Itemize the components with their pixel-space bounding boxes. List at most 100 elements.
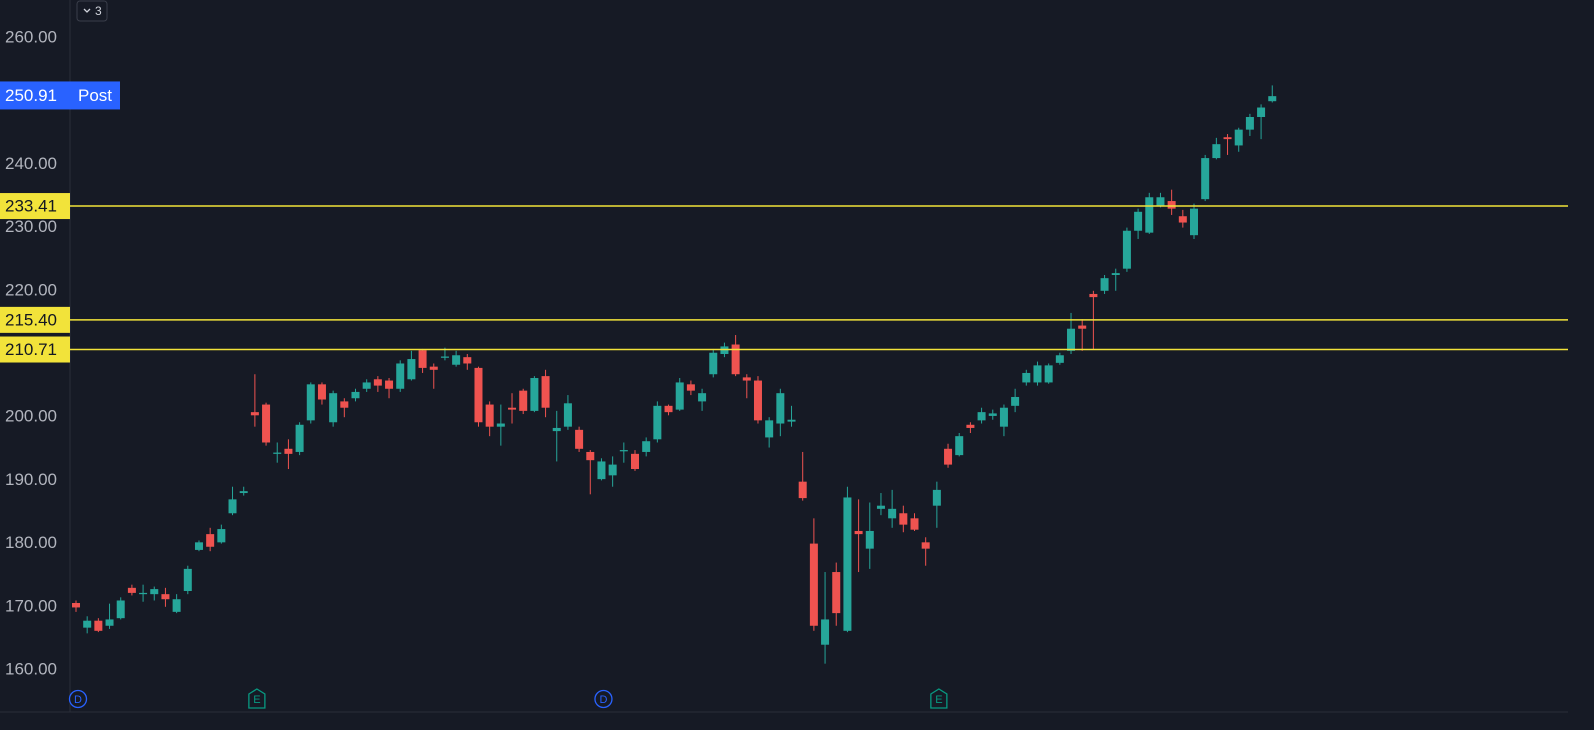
y-tick-label: 170.00 — [5, 596, 57, 615]
candle-body — [1156, 197, 1165, 206]
interval-badge[interactable]: 3 — [76, 0, 108, 22]
candle-body — [586, 451, 595, 461]
candle-body — [1055, 355, 1064, 363]
event-marker[interactable]: D — [68, 689, 88, 709]
candle-body — [396, 363, 405, 389]
candle-body — [94, 620, 103, 631]
candle-body — [1022, 372, 1031, 383]
candle-body — [832, 572, 841, 614]
candle-body — [798, 481, 807, 499]
y-tick-label: 180.00 — [5, 533, 57, 552]
badge-label[interactable]: 3 — [95, 4, 102, 18]
candle-body — [127, 587, 136, 593]
candle-body — [183, 568, 192, 591]
candle-body — [105, 619, 114, 626]
candle-body — [731, 344, 740, 375]
candle-body — [753, 380, 762, 421]
candle-body — [150, 589, 159, 595]
candle-body — [228, 499, 237, 514]
session-label: Post — [78, 86, 112, 105]
candle-body — [273, 452, 282, 454]
candle-body — [910, 518, 919, 530]
event-label: E — [935, 694, 942, 706]
candle-body — [1044, 365, 1053, 383]
candle-body — [1089, 293, 1098, 298]
y-tick-label: 260.00 — [5, 27, 57, 46]
chevron[interactable] — [83, 8, 91, 13]
level-label: 210.71 — [5, 340, 57, 359]
candle-body — [821, 619, 830, 645]
candle-body — [329, 393, 338, 423]
candle-body — [1145, 197, 1154, 233]
candle-body — [250, 412, 259, 416]
y-tick-label: 190.00 — [5, 470, 57, 489]
candle-body — [888, 508, 897, 519]
candle-body — [999, 407, 1008, 427]
candle-body — [1257, 107, 1266, 117]
last-price-tag — [0, 81, 70, 110]
candle-body — [865, 530, 874, 549]
candle-body — [351, 391, 360, 399]
event-shape — [68, 689, 88, 709]
event-shape — [594, 689, 613, 709]
candle-body — [709, 352, 718, 375]
candle-body — [653, 405, 662, 440]
candle-body — [474, 367, 483, 423]
candle-body — [631, 453, 639, 470]
event-label: E — [253, 694, 260, 706]
event-shape — [248, 688, 266, 709]
candle-body — [854, 530, 863, 535]
candle-body — [284, 448, 293, 454]
candle-body — [340, 401, 349, 408]
candle-body — [686, 384, 695, 391]
candle-body — [787, 419, 796, 422]
y-tick-label: 160.00 — [5, 659, 57, 678]
candle-body — [1268, 96, 1277, 102]
candle-body — [373, 379, 382, 386]
candle-body — [977, 412, 986, 421]
session-tag — [70, 81, 120, 110]
level-tag — [0, 306, 70, 333]
candle-body — [742, 377, 751, 381]
event-shape — [930, 688, 948, 709]
candle-body — [530, 378, 539, 411]
candle-body — [217, 529, 226, 543]
candle-body — [675, 382, 684, 410]
candle-body — [72, 603, 80, 608]
candle-body — [485, 404, 494, 427]
candle-body — [1178, 216, 1187, 223]
candle-body — [1167, 201, 1176, 209]
candle-body — [262, 404, 271, 443]
event-marker[interactable]: E — [248, 688, 266, 709]
level-tag — [0, 336, 70, 363]
candle-body — [83, 620, 92, 628]
event-marker[interactable]: D — [594, 689, 613, 709]
candle-body — [1190, 208, 1198, 236]
level-label: 215.40 — [5, 310, 57, 329]
level-label: 233.41 — [5, 197, 57, 216]
candle-body — [452, 355, 461, 365]
candle-body — [619, 450, 628, 452]
y-tick-label: 220.00 — [5, 280, 57, 299]
candle-body — [418, 350, 427, 368]
candle-body — [932, 489, 941, 506]
candle-body — [698, 393, 707, 402]
candle-body — [1033, 365, 1042, 383]
candle-body — [1011, 396, 1020, 406]
candle-body — [597, 461, 606, 480]
candle-body — [988, 413, 997, 416]
candle-body — [116, 600, 125, 619]
candle-body — [921, 542, 930, 549]
event-marker[interactable]: E — [930, 688, 948, 709]
candle-body — [1078, 325, 1087, 329]
candle-body — [966, 424, 975, 428]
candle-body — [575, 429, 584, 449]
candle-body — [642, 441, 651, 452]
candle-body — [161, 594, 170, 600]
candle-body — [239, 491, 248, 494]
candle-body — [899, 513, 908, 525]
candle-body — [206, 534, 215, 547]
badge-box[interactable] — [76, 0, 108, 22]
candle-body — [519, 390, 528, 411]
